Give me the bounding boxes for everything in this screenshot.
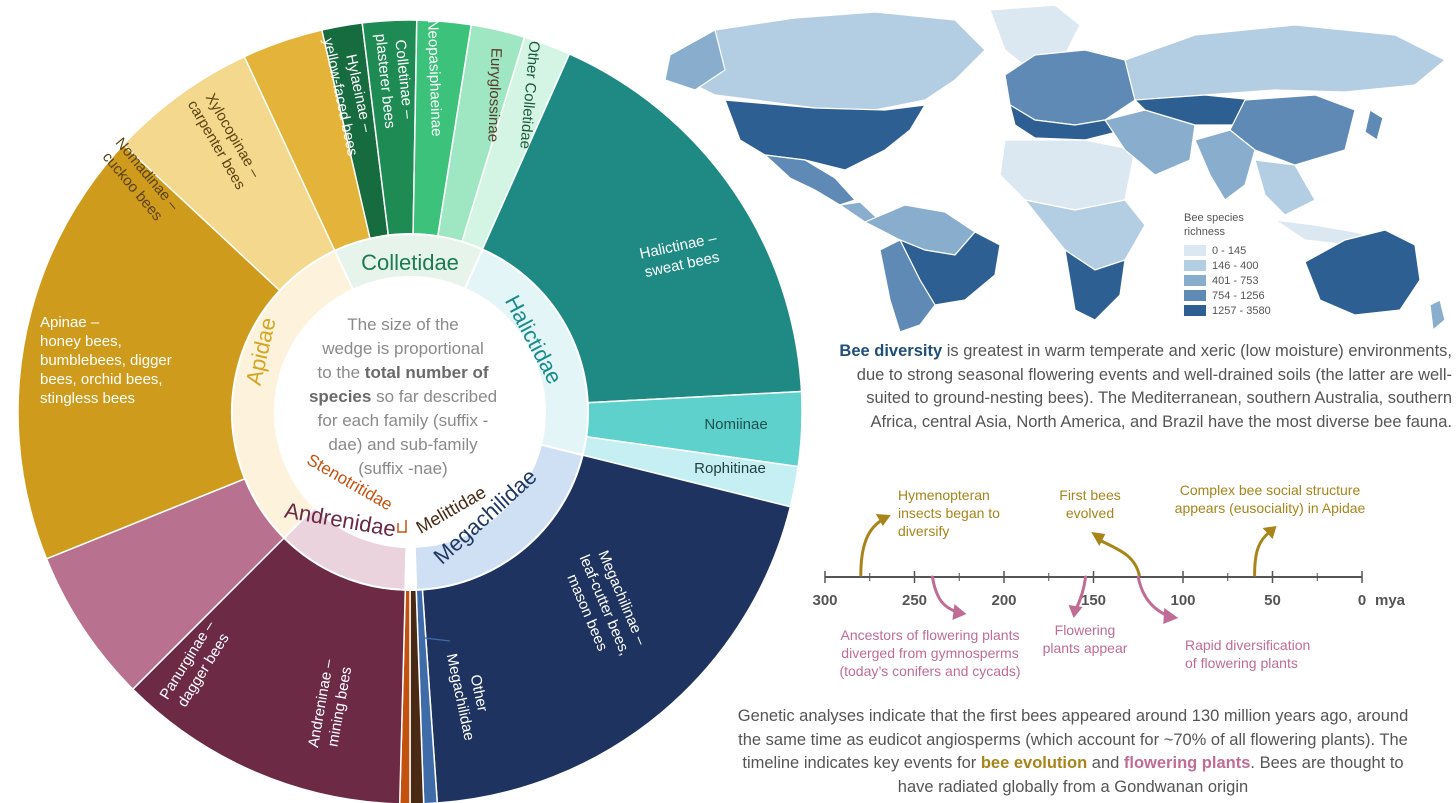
legend-item: 754 - 1256 [1184, 288, 1271, 303]
family-wedge [231, 249, 355, 540]
bee-event-arrow [859, 516, 888, 577]
bee-event-arrowhead [1262, 526, 1277, 539]
genetic-analyses-paragraph: Genetic analyses indicate that the first… [737, 707, 1409, 796]
bee-family-sunburst: The size of the wedge is proportional to… [17, 19, 803, 803]
map-region-southeast-asia [1254, 159, 1316, 216]
map-region-usa [724, 99, 927, 171]
svg-text:The size of the: The size of the [347, 315, 459, 334]
subfamily-label: Apinae – honey bees, bumblebees, digger bee… [40, 314, 172, 407]
svg-text:(suffix -nae): (suffix -nae) [358, 459, 447, 478]
subfamily-label: Rophitinae [694, 460, 766, 477]
melittidae-leader-line [397, 520, 407, 533]
map-region-south-america-south [879, 239, 936, 333]
center-disc [275, 277, 545, 547]
svg-text:dae) and sub-family: dae) and sub-family [328, 435, 478, 454]
timeline-tick-label: 150 [1081, 592, 1106, 609]
legend-item: 146 - 400 [1184, 258, 1271, 273]
other-megachilidae-leader-line [424, 637, 451, 642]
legend-item: 401 - 753 [1184, 273, 1271, 288]
timeline-tick-label: 300 [812, 592, 837, 609]
family-wedge [404, 545, 411, 592]
svg-text:for each family (suffix -: for each family (suffix - [318, 411, 489, 430]
family-label-colletidae: Colletidae [361, 250, 459, 275]
map-region-india [1194, 129, 1256, 201]
bee-event-arrow [1253, 530, 1272, 577]
bee-event-arrowhead [1091, 532, 1106, 546]
timeline-event-label: Complex bee social structure appears (eus… [1175, 482, 1366, 516]
map-region-southern-africa [1064, 248, 1126, 321]
timeline-tick-label: 250 [902, 592, 927, 609]
map-region-japan [1364, 109, 1384, 141]
bee-evolution-timeline: 300 250 200 150 100 50 0 mya Hymenopteran insec… [812, 482, 1406, 679]
timeline-tick-label: 0 [1358, 592, 1366, 609]
plant-event-arrow [930, 575, 959, 614]
bee-diversity-paragraph: Bee diversity is greatest in warm temper… [839, 342, 1452, 431]
bee-event-arrowhead [875, 514, 891, 526]
map-region-central-africa [1023, 199, 1146, 271]
legend-item: 0 - 145 [1184, 243, 1271, 258]
map-legend: Bee species richness 0 - 145 146 - 400 40… [1184, 212, 1271, 318]
map-region-russia [1124, 24, 1447, 101]
timeline-event-label: First bees evolved [1059, 487, 1120, 521]
bee-event-arrow [1097, 538, 1141, 577]
timeline-unit: mya [1375, 592, 1406, 609]
timeline-tick-label: 50 [1264, 592, 1281, 609]
svg-text:species so far described: species so far described [309, 387, 497, 406]
subfamily-label: Euryglossinae [484, 48, 504, 143]
map-region-canada [669, 11, 986, 111]
map-region-alaska [664, 29, 726, 91]
timeline-event-label: Ancestors of flowering plants diverged fr… [839, 627, 1020, 679]
timeline-tick-label: 100 [1170, 592, 1195, 609]
timeline-tick-label: 200 [991, 592, 1016, 609]
subfamily-label: Nomiinae [704, 416, 767, 433]
center-text: The size of the wedge is proportional to… [309, 315, 497, 478]
svg-text:wedge is proportional: wedge is proportional [321, 339, 484, 358]
plant-event-arrow [1136, 575, 1170, 618]
subfamily-label: Neopasiphaeinae [424, 19, 445, 136]
plant-event-arrowhead [1163, 608, 1179, 624]
plant-event-arrowhead [952, 604, 967, 620]
map-region-new-zealand [1429, 299, 1446, 332]
map-region-australia [1304, 229, 1421, 316]
timeline-event-label: Rapid diversification of flowering plants [1185, 637, 1310, 671]
world-bee-richness-map [664, 4, 1447, 333]
map-region-mexico [763, 154, 857, 206]
legend-item: 1257 - 3580 [1184, 303, 1271, 318]
map-region-north-africa [999, 139, 1136, 211]
timeline-event-label: Flowering plants appear [1043, 622, 1128, 656]
timeline-event-label: Hymenopteran insects began to diversify [898, 487, 1000, 539]
plant-event-arrowhead [1068, 605, 1083, 618]
svg-text:to the total number of: to the total number of [318, 363, 489, 382]
